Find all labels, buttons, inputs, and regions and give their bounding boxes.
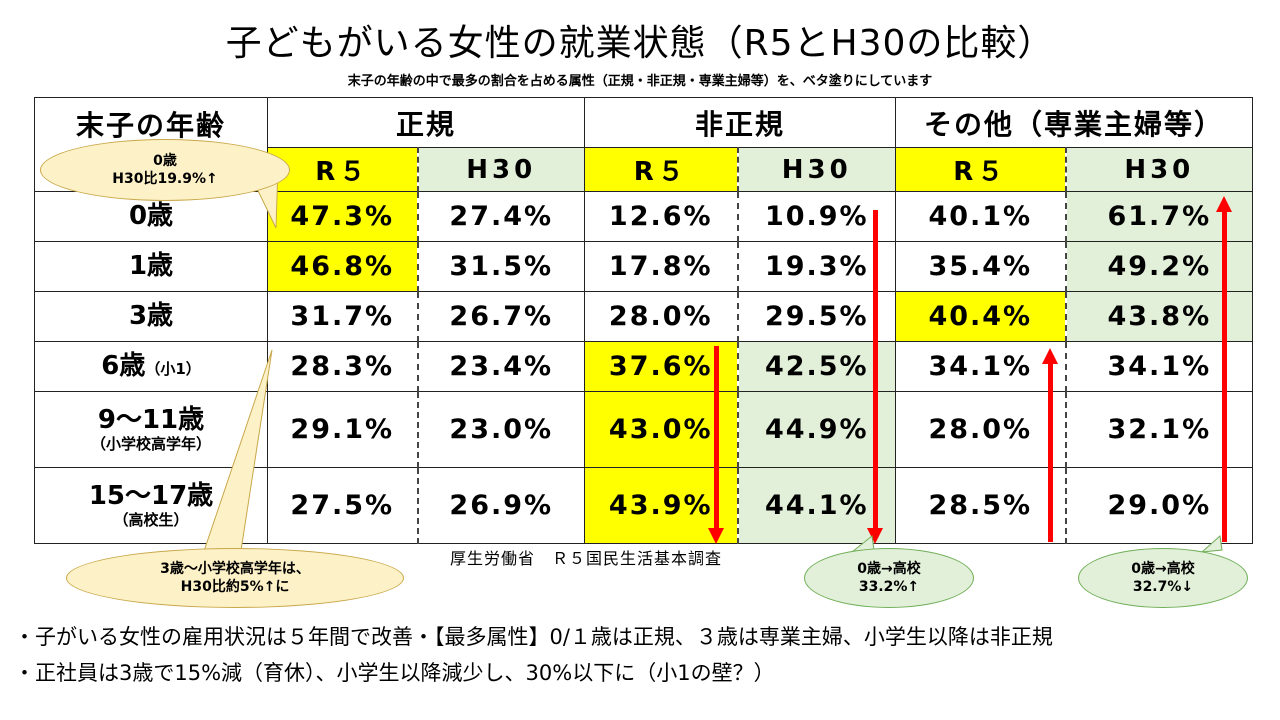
value-cell: 23.0% [416,391,586,468]
age-label: 15～17歳 [88,480,214,511]
value-cell: 27.5% [267,467,418,544]
callout-line: H30比19.9%↑ [112,171,218,187]
callout-tail [1200,535,1223,553]
value-cell: 34.1% [1064,341,1254,392]
page-subtitle: 末子の年齢の中で最多の割合を占める属性（正規・非正規・専業主婦等）を、ベタ塗りに… [347,74,933,89]
value-cell: 43.8% [1064,291,1254,342]
callout-tail [201,349,273,558]
age-label: 0歳 [128,200,174,231]
age-note: （小1） [145,359,201,378]
value-cell: 35.4% [895,241,1067,292]
bullet-item: ・子がいる女性の雇用状況は５年間で改善・【最多属性】0/１歳は正規、３歳は専業主… [14,625,1053,649]
callout-line: 33.2%↑ [858,579,920,595]
age-label: 6歳 [101,350,146,381]
value-cell: 28.3% [267,341,418,392]
group-header-other: その他（専業主婦等） [895,97,1254,148]
down-arrow-icon [708,346,724,544]
value-cell: 40.1% [895,191,1067,242]
value-cell: 31.5% [416,241,586,292]
value-cell: 17.8% [584,241,739,292]
value-cell: 46.8% [267,241,418,292]
callout-line: 0歳 [153,152,177,169]
value-cell: 49.2% [1064,241,1254,292]
callout-other: 0歳→高校 32.7%↓ [1078,548,1248,608]
callout-line: 32.7%↓ [1132,579,1194,595]
value-cell: 12.6% [584,191,739,242]
value-cell: 44.9% [736,391,897,468]
age-note: （小学校高学年） [90,434,211,453]
callout-line: 0歳→高校 [857,560,921,577]
age-cell: 6歳（小1） [34,341,268,392]
table-row: 3歳 31.7% 26.7% 28.0% 29.5% 40.4% 43.8% [34,291,1254,342]
value-cell: 31.7% [267,291,418,342]
callout-line: 0歳→高校 [1131,560,1195,577]
page-title: 子どもがいる女性の就業状態（R5とH30の比較） [225,23,1055,64]
table-row: 6歳（小1） 28.3% 23.4% 37.6% 42.5% 34.1% 34.… [34,341,1254,392]
value-cell: 37.6% [584,341,739,392]
table-row: 9～11歳 （小学校高学年） 29.1% 23.0% 43.0% 44.9% 28… [34,391,1254,468]
subheader-h30-other: H30 [1064,147,1254,192]
subheader-r5-nonregular: R５ [584,147,739,192]
callout-line: 3歳～小学校高学年は、 [160,560,310,577]
subheader-h30-nonregular: H30 [736,147,897,192]
sub-header-row: R５ H30 R５ H30 R５ H30 [35,147,1254,192]
value-cell: 29.1% [267,391,418,468]
value-cell: 47.3% [267,191,418,242]
value-cell: 42.5% [736,341,897,392]
bullet-list: ・子がいる女性の雇用状況は５年間で改善・【最多属性】0/１歳は正規、３歳は専業主… [14,620,1053,691]
value-cell: 26.7% [416,291,586,342]
age-cell: 3歳 [34,291,268,342]
age-cell: 9～11歳 （小学校高学年） [34,391,268,468]
age-label: 9～11歳 [97,404,205,435]
age-label: 1歳 [128,250,174,281]
value-cell: 29.0% [1064,467,1254,544]
group-header-row: 末子の年齢 正規 非正規 その他（専業主婦等） [34,97,1254,192]
table-row: 0歳 47.3% 27.4% 12.6% 10.9% 40.1% 61.7% [34,191,1254,242]
subheader-r5-other: R５ [895,147,1067,192]
age-note: （高校生） [113,510,189,529]
callout-top-left: 0歳 H30比19.9%↑ [40,139,290,201]
up-arrow-icon [1042,348,1058,542]
up-arrow-icon [1216,196,1232,542]
callout-nonregular: 0歳→高校 33.2%↑ [804,548,974,608]
value-cell: 43.0% [584,391,739,468]
bullet-item: ・正社員は3歳で15%減（育休）、小学生以降減少し、30%以下に（小1の壁？） [14,660,775,685]
callout-line: H30比約5%↑に [180,579,290,595]
age-label: 3歳 [128,300,174,331]
table-row: 1歳 46.8% 31.5% 17.8% 19.3% 35.4% 49.2% [34,241,1254,292]
value-cell: 28.0% [584,291,739,342]
value-cell: 26.9% [416,467,586,544]
source-note: 厚生労働省 Ｒ５国民生活基本調査 [450,549,723,568]
age-cell: 1歳 [34,241,268,292]
value-cell: 23.4% [416,341,586,392]
value-cell: 28.0% [895,391,1067,468]
callout-bottom-left: 3歳～小学校高学年は、 H30比約5%↑に [66,548,404,608]
subheader-h30-regular: H30 [416,147,586,192]
value-cell: 27.4% [416,191,586,242]
